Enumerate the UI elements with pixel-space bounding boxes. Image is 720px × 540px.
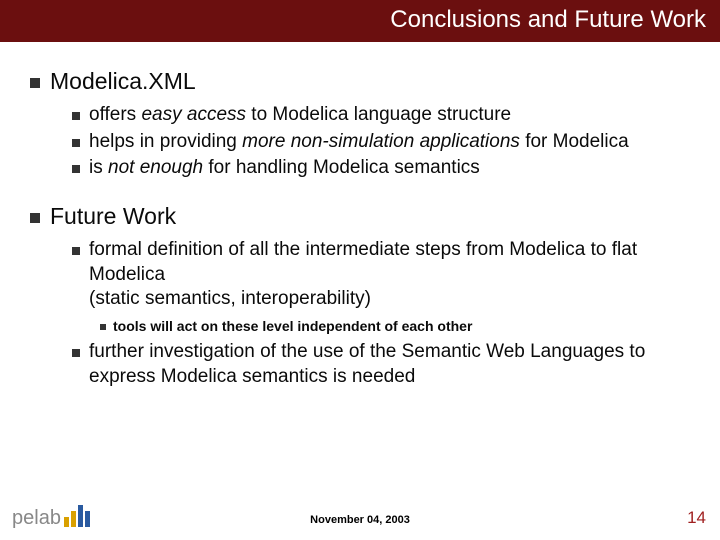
bullet-icon — [72, 247, 80, 255]
section-title: Modelica.XML — [50, 68, 196, 95]
item-text: further investigation of the use of the … — [89, 340, 690, 389]
footer-page-number: 14 — [687, 508, 706, 528]
item-text: helps in providing more non-simulation a… — [89, 130, 629, 155]
footer-date: November 04, 2003 — [310, 514, 410, 526]
sub-sub-list: tools will act on these level independen… — [100, 318, 690, 334]
slide-title: Conclusions and Future Work — [390, 6, 706, 33]
bullet-icon — [30, 78, 40, 88]
bullet-icon — [72, 165, 80, 173]
logo-text: pelab — [12, 507, 61, 530]
bullet-icon — [72, 139, 80, 147]
item-text: offers easy access to Modelica language … — [89, 103, 511, 128]
section-head-future-work: Future Work — [30, 203, 690, 230]
list-item: further investigation of the use of the … — [72, 340, 690, 389]
item-text: is not enough for handling Modelica sema… — [89, 156, 480, 181]
bullet-icon — [72, 349, 80, 357]
slide-content: Modelica.XML offers easy access to Model… — [0, 42, 720, 390]
sub-list-2: formal definition of all the intermediat… — [72, 238, 690, 389]
list-item: formal definition of all the intermediat… — [72, 238, 690, 312]
pelab-logo: pelab — [12, 505, 90, 530]
item-text: formal definition of all the intermediat… — [89, 238, 690, 312]
section-head-modelica-xml: Modelica.XML — [30, 68, 690, 95]
section-title: Future Work — [50, 203, 176, 230]
list-item: tools will act on these level independen… — [100, 318, 690, 334]
logo-bars-icon — [64, 505, 90, 527]
bullet-icon — [100, 324, 106, 330]
bullet-icon — [30, 213, 40, 223]
list-item: helps in providing more non-simulation a… — [72, 130, 690, 155]
list-item: is not enough for handling Modelica sema… — [72, 156, 690, 181]
slide-footer: pelab November 04, 2003 14 — [0, 500, 720, 534]
bullet-icon — [72, 112, 80, 120]
list-item: offers easy access to Modelica language … — [72, 103, 690, 128]
slide-title-bar: Conclusions and Future Work — [0, 0, 720, 42]
sub-list-1: offers easy access to Modelica language … — [72, 103, 690, 181]
item-text: tools will act on these level independen… — [113, 318, 472, 334]
